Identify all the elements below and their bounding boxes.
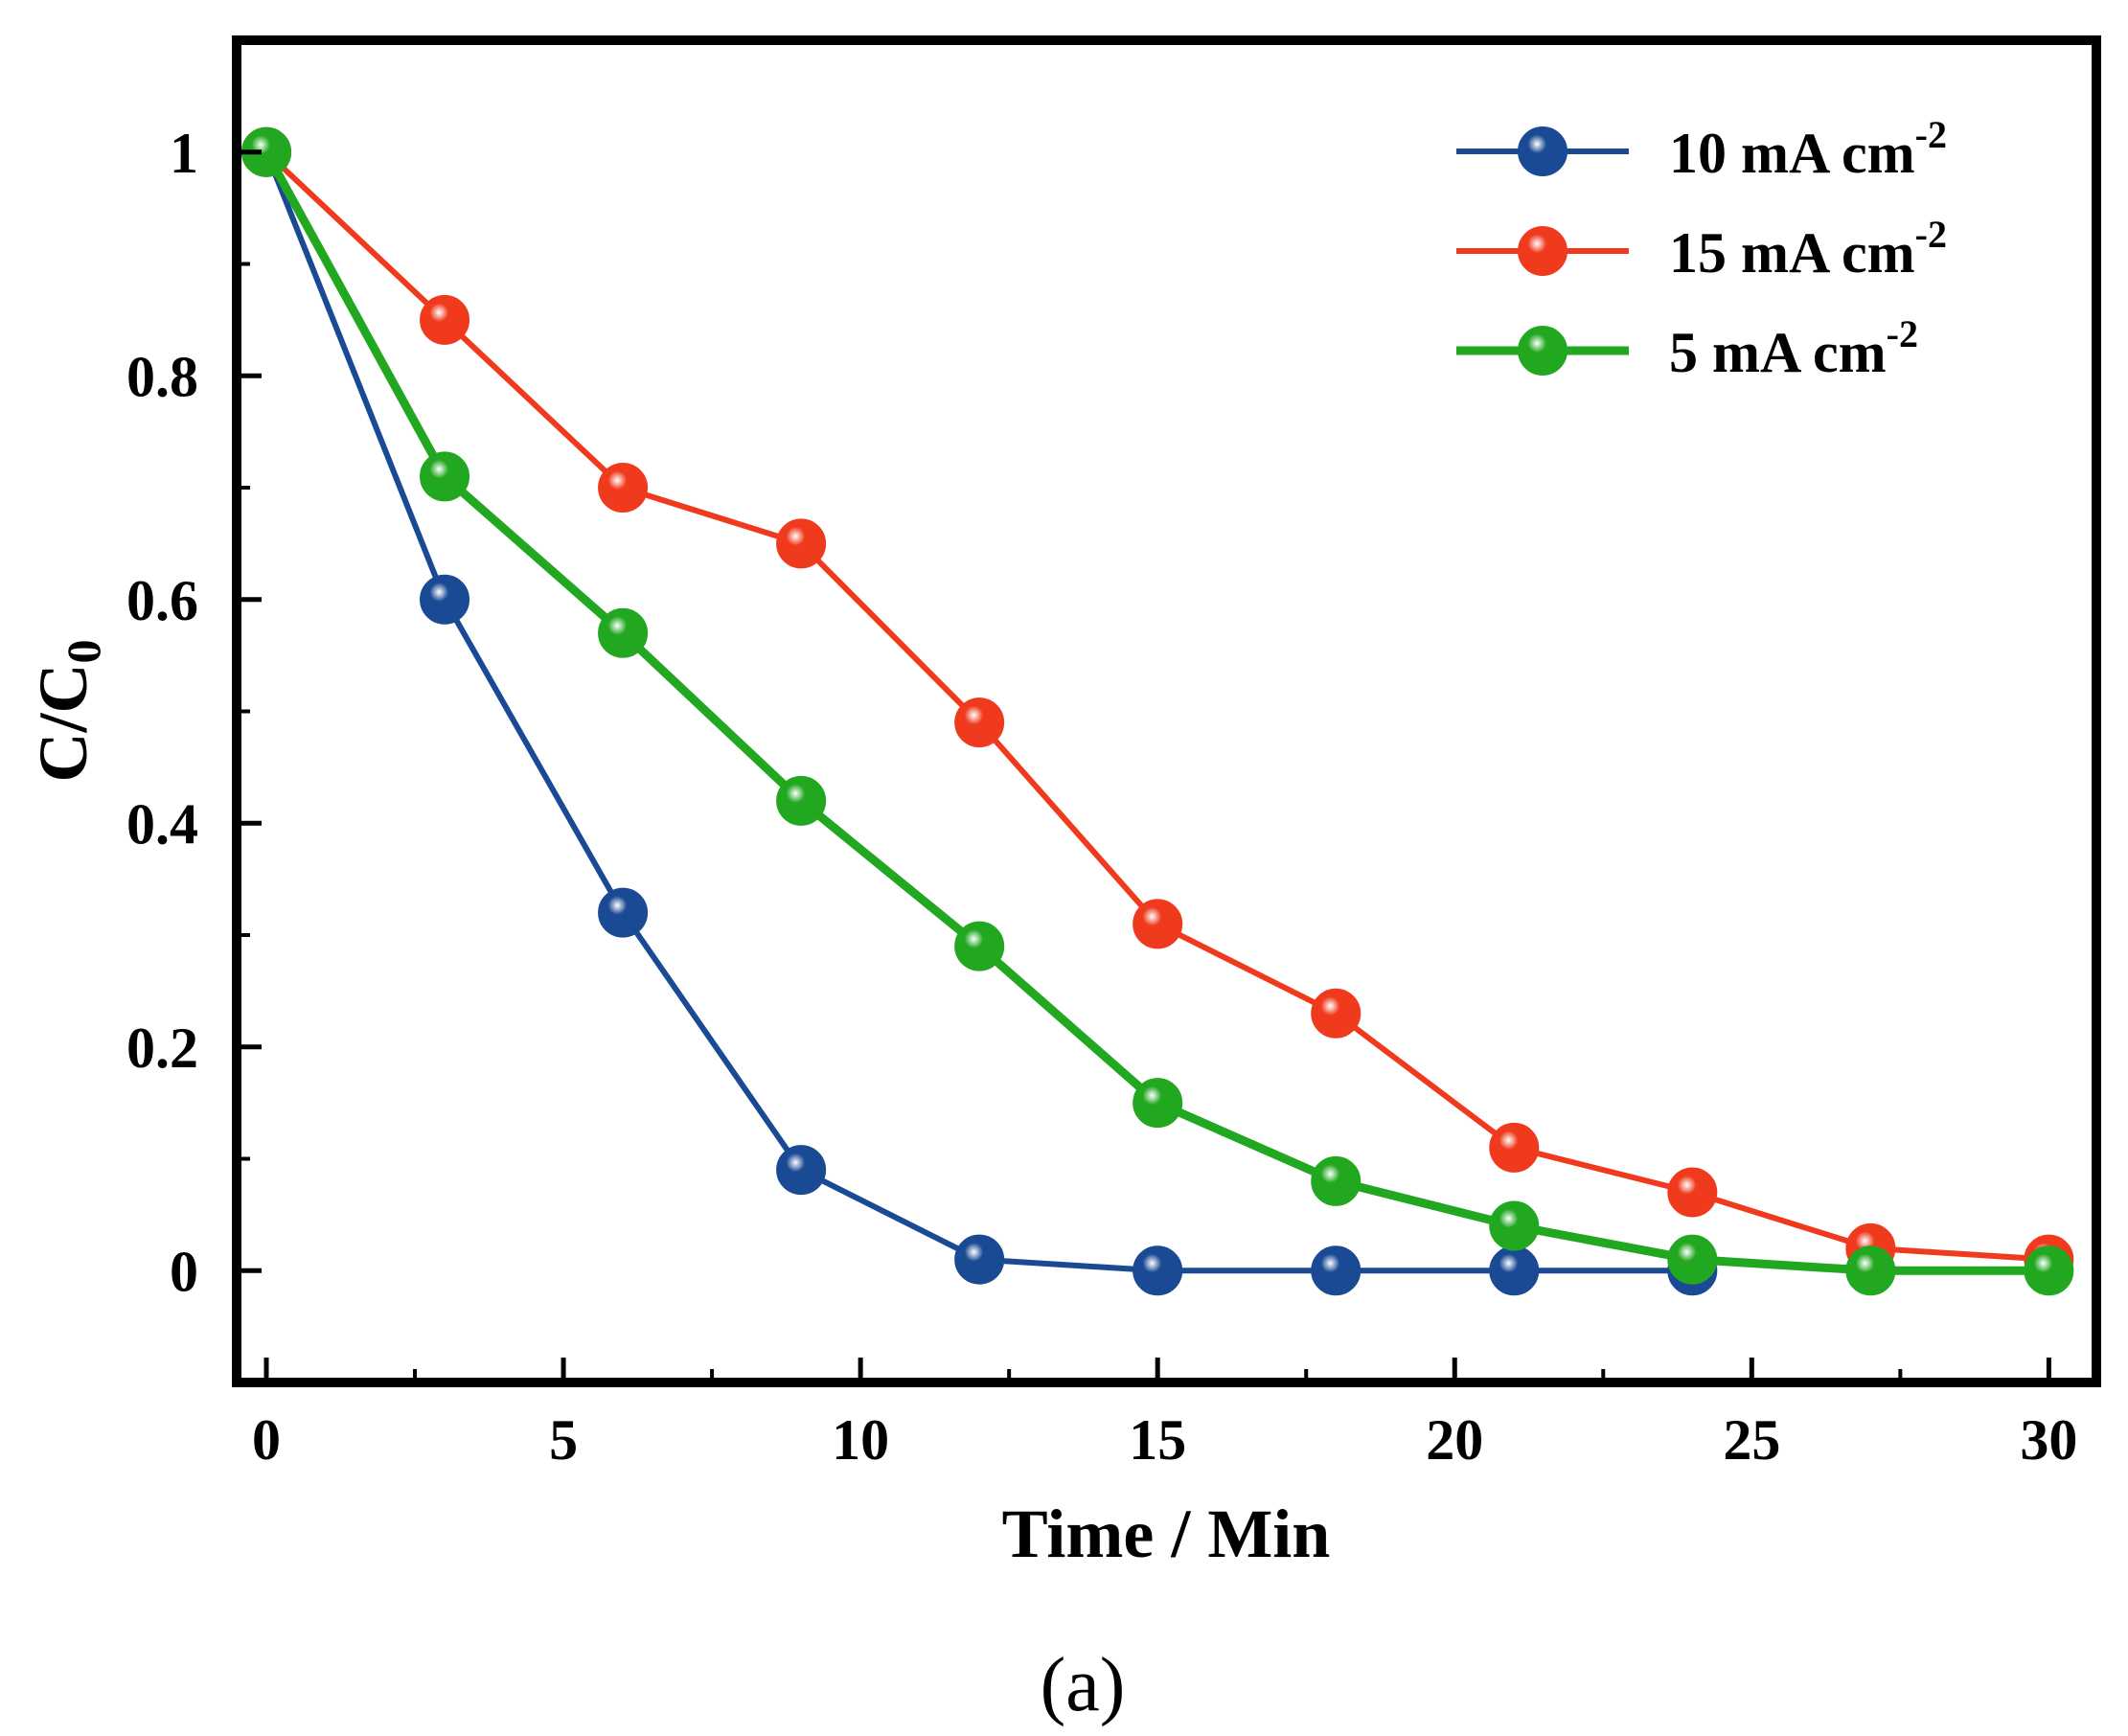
data-point: [598, 607, 649, 658]
data-point: [1311, 1245, 1361, 1296]
y-axis-title: C/C0: [25, 640, 110, 783]
x-tick-label: 20: [1426, 1408, 1483, 1472]
y-tick-label: 1: [170, 122, 198, 185]
x-axis-title: Time / Min: [1002, 1496, 1331, 1572]
legend-label-superscript: -2: [1915, 213, 1947, 256]
legend-label-text: 10 mA cm: [1669, 122, 1915, 185]
data-point: [420, 574, 470, 625]
legend-entry: 10 mA cm-2: [1456, 113, 1947, 185]
legend-label-text: 5 mA cm: [1669, 321, 1887, 384]
y-tick-label: 0.8: [126, 345, 198, 408]
y-tick-label: 0: [170, 1240, 198, 1303]
legend: 10 mA cm-215 mA cm-25 mA cm-2: [1456, 113, 1947, 384]
data-point: [420, 451, 470, 502]
series-1: [241, 126, 1718, 1296]
panel-label: (a): [1041, 1643, 1126, 1727]
data-point: [598, 463, 649, 513]
data-point: [1133, 899, 1183, 949]
data-point: [2024, 1245, 2074, 1296]
data-point: [1311, 1155, 1361, 1206]
data-point: [1845, 1245, 1896, 1296]
data-point: [776, 518, 827, 569]
y-tick-label: 0.4: [126, 792, 198, 856]
legend-label: 10 mA cm-2: [1669, 113, 1947, 185]
legend-label: 15 mA cm-2: [1669, 213, 1947, 285]
legend-label-superscript: -2: [1915, 113, 1947, 156]
legend-entry: 5 mA cm-2: [1456, 312, 1918, 384]
data-point: [1311, 988, 1361, 1039]
data-point: [954, 1234, 1005, 1285]
legend-marker: [1518, 226, 1567, 276]
data-point: [1489, 1122, 1540, 1173]
y-axis-title-main: C/C: [25, 664, 102, 783]
data-point: [954, 921, 1005, 971]
data-point: [1667, 1234, 1718, 1285]
x-tick-label: 30: [2020, 1408, 2077, 1472]
data-point: [420, 294, 470, 345]
data-point: [598, 887, 649, 938]
legend-label-superscript: -2: [1887, 312, 1918, 355]
x-tick-label: 0: [252, 1408, 281, 1472]
x-tick-label: 25: [1723, 1408, 1780, 1472]
data-point: [1489, 1200, 1540, 1251]
data-point: [954, 697, 1005, 748]
legend-label-text: 15 mA cm: [1669, 221, 1915, 285]
legend-marker: [1518, 126, 1567, 176]
y-tick-label: 0.2: [126, 1016, 198, 1080]
x-tick-label: 5: [549, 1408, 578, 1472]
data-point: [1489, 1245, 1540, 1296]
legend-label: 5 mA cm-2: [1669, 312, 1918, 384]
data-point: [1667, 1167, 1718, 1218]
data-point: [776, 1145, 827, 1196]
data-point: [1133, 1078, 1183, 1129]
legend-marker: [1518, 326, 1567, 376]
data-point: [1133, 1245, 1183, 1296]
legend-entry: 15 mA cm-2: [1456, 213, 1947, 285]
x-tick-label: 10: [832, 1408, 889, 1472]
y-tick-label: 0.6: [126, 569, 198, 632]
y-axis-title-subscript: 0: [57, 640, 110, 664]
axes-layer: 0 5 10 15 20 25 30 0 0.2 0.4 0.6 0.8 1: [126, 122, 2077, 1472]
data-point: [776, 775, 827, 826]
series-layer: [241, 126, 2074, 1296]
x-tick-label: 15: [1129, 1408, 1186, 1472]
series-3: [241, 126, 2074, 1296]
